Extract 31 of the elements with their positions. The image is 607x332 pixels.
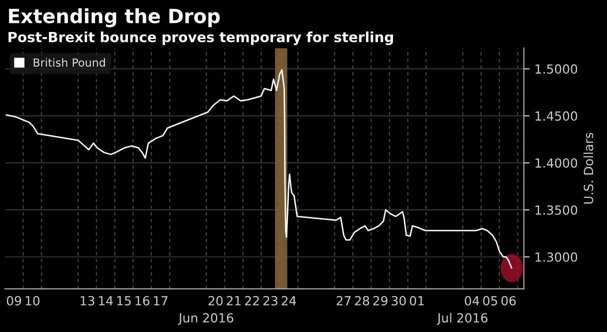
y-tick-label: 1.4000 (536, 158, 578, 168)
x-tick-label: 28 (355, 296, 370, 306)
x-tick-label: 29 (373, 296, 388, 306)
x-tick-label: 13 (80, 296, 94, 306)
y-tick-label: 1.5000 (536, 64, 578, 74)
y-tick-label: 1.3500 (536, 205, 578, 215)
x-tick-label: 04 (464, 296, 480, 306)
x-tick-label: 30 (392, 296, 406, 306)
x-tick-label: 10 (26, 296, 40, 306)
x-tick-label: 27 (336, 296, 351, 306)
text: Jul 2016 (436, 312, 488, 325)
x-tick-label: 16 (136, 296, 150, 306)
x-tick-label: 06 (501, 296, 516, 306)
y-tick-label: 1.3000 (536, 252, 578, 262)
x-tick-label: 01 (410, 296, 424, 306)
x-tick-label: 20 (208, 296, 223, 306)
x-tick-label: 23 (263, 296, 278, 306)
x-tick-label: 22 (245, 296, 259, 306)
x-tick-label: 15 (117, 296, 131, 306)
chart-subtitle: Post-Brexit bounce proves temporary for sterling (8, 32, 393, 46)
x-tick-label: 14 (99, 296, 113, 306)
x-tick-label: 17 (154, 296, 168, 306)
x-tick-label: 24 (282, 296, 296, 306)
x-tick-label: 09 (6, 296, 22, 306)
legend-label: British Pound (34, 58, 105, 67)
chart-title: Extending the Drop (9, 8, 220, 28)
x-tick-label: 05 (483, 296, 498, 306)
x-tick-label: 21 (226, 296, 241, 306)
y-tick-label: 1.4500 (536, 111, 578, 121)
text: Jun 2016 (178, 313, 234, 325)
y-axis-title: U.S. Dollars (584, 132, 594, 204)
